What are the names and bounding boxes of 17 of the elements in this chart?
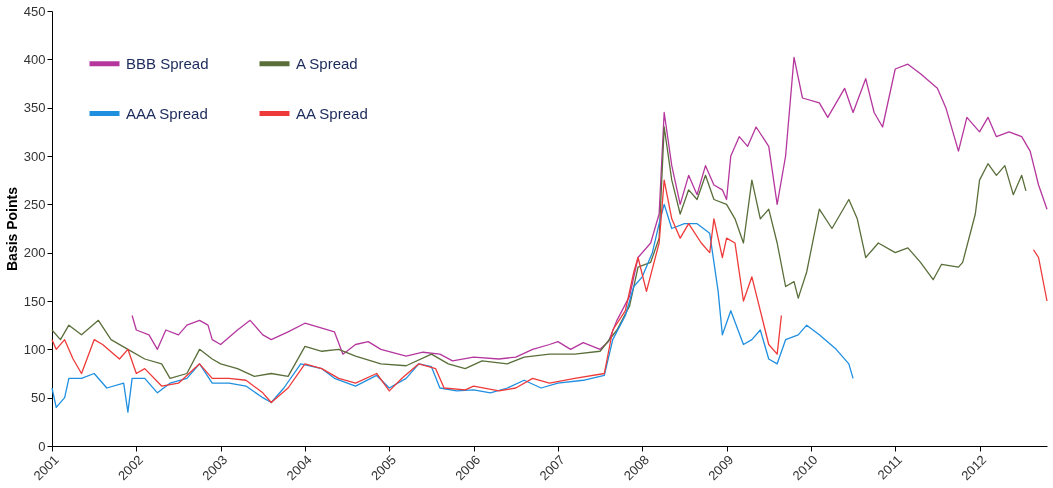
legend-label: AAA Spread: [126, 104, 208, 122]
y-tick-label: 350: [23, 100, 46, 116]
y-tick-label: 300: [23, 148, 46, 164]
line-series: [51, 203, 854, 413]
y-axis-title: Basis Points: [3, 186, 20, 272]
legend-label: BBB Spread: [126, 54, 209, 72]
y-tick-label: 150: [23, 293, 46, 309]
legend-label: A Spread: [296, 54, 358, 72]
line-series: [51, 126, 1027, 379]
y-tick-label: 250: [23, 196, 46, 212]
y-tick-label: 450: [23, 3, 46, 19]
y-tick-label: 50: [31, 390, 46, 406]
y-tick-label: 400: [23, 51, 46, 67]
legend-label: AA Spread: [296, 104, 368, 122]
y-tick-label: 0: [38, 438, 46, 454]
y-tick-label: 100: [23, 341, 46, 357]
y-tick-label: 200: [23, 245, 46, 261]
